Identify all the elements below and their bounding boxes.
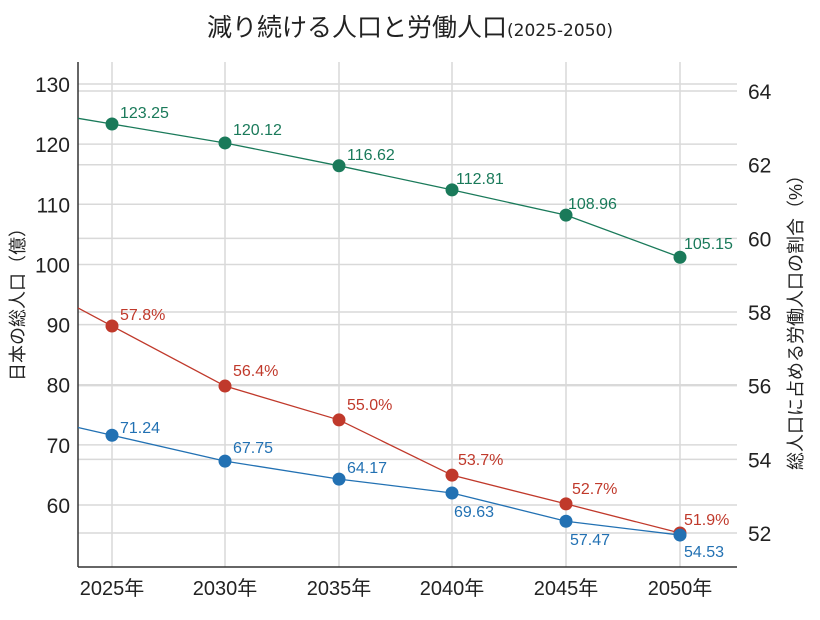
data-point	[218, 454, 232, 468]
y-tick-left: 120	[35, 134, 70, 157]
data-point	[218, 379, 232, 393]
data-label: 53.7%	[458, 452, 503, 469]
data-point	[559, 514, 573, 528]
series-line-1	[77, 307, 681, 534]
data-label: 69.63	[454, 504, 494, 521]
data-label: 67.75	[233, 440, 273, 457]
data-label: 51.9%	[684, 512, 729, 529]
data-label: 120.12	[233, 122, 282, 139]
x-tick-label: 2045年	[534, 577, 599, 600]
data-label: 57.47	[570, 532, 610, 549]
y-tick-left: 110	[37, 194, 70, 217]
y-tick-right: 52	[748, 523, 771, 546]
data-label: 116.62	[347, 147, 395, 164]
data-point	[559, 208, 573, 222]
data-label: 54.53	[684, 544, 724, 561]
data-label: 123.25	[120, 105, 169, 122]
data-label: 64.17	[347, 460, 387, 477]
data-point	[559, 497, 573, 511]
y-tick-left: 60	[47, 495, 70, 518]
data-point	[445, 468, 459, 482]
x-tick-label: 2030年	[193, 577, 258, 600]
y-tick-left: 80	[47, 375, 70, 398]
series-line-0	[77, 117, 681, 258]
data-label: 52.7%	[572, 481, 617, 498]
y-tick-left: 100	[35, 254, 70, 277]
title-subtitle: (2025-2050)	[507, 21, 613, 41]
y-tick-left: 130	[35, 74, 70, 97]
chart-title: 減り続ける人口と労働人口(2025-2050)	[0, 8, 820, 44]
data-label: 105.15	[684, 236, 733, 253]
y-tick-left: 90	[47, 315, 70, 338]
data-point	[105, 428, 119, 442]
y-tick-right: 56	[748, 376, 771, 399]
y-tick-right: 62	[748, 155, 771, 178]
data-label: 108.96	[568, 196, 617, 213]
y-axis-label-left: 日本の総人口（億）	[8, 219, 28, 381]
data-point	[445, 183, 459, 197]
data-point	[332, 472, 346, 486]
data-label: 55.0%	[347, 397, 392, 414]
data-label: 56.4%	[233, 363, 278, 380]
title-main: 減り続ける人口と労働人口	[207, 13, 508, 42]
data-point	[105, 117, 119, 131]
x-tick-label: 2035年	[307, 577, 372, 600]
y-tick-right: 64	[748, 81, 772, 104]
data-point	[332, 413, 346, 427]
data-point	[445, 486, 459, 500]
data-label: 57.8%	[120, 307, 165, 324]
y-tick-right: 54	[748, 449, 772, 472]
x-tick-label: 2040年	[420, 577, 485, 600]
x-tick-label: 2050年	[648, 577, 713, 600]
y-axis-label-right: 総人口に占める労働人口の割合（%）	[786, 166, 806, 470]
y-tick-right: 60	[748, 228, 771, 251]
data-point	[218, 136, 232, 150]
data-label: 71.24	[120, 420, 160, 437]
data-point	[105, 319, 119, 333]
data-point	[673, 528, 687, 542]
y-tick-right: 58	[748, 302, 771, 325]
data-label: 112.81	[456, 171, 504, 188]
data-point	[673, 250, 687, 264]
x-tick-label: 2025年	[80, 577, 145, 600]
data-point	[332, 159, 346, 173]
y-tick-left: 70	[47, 435, 70, 458]
